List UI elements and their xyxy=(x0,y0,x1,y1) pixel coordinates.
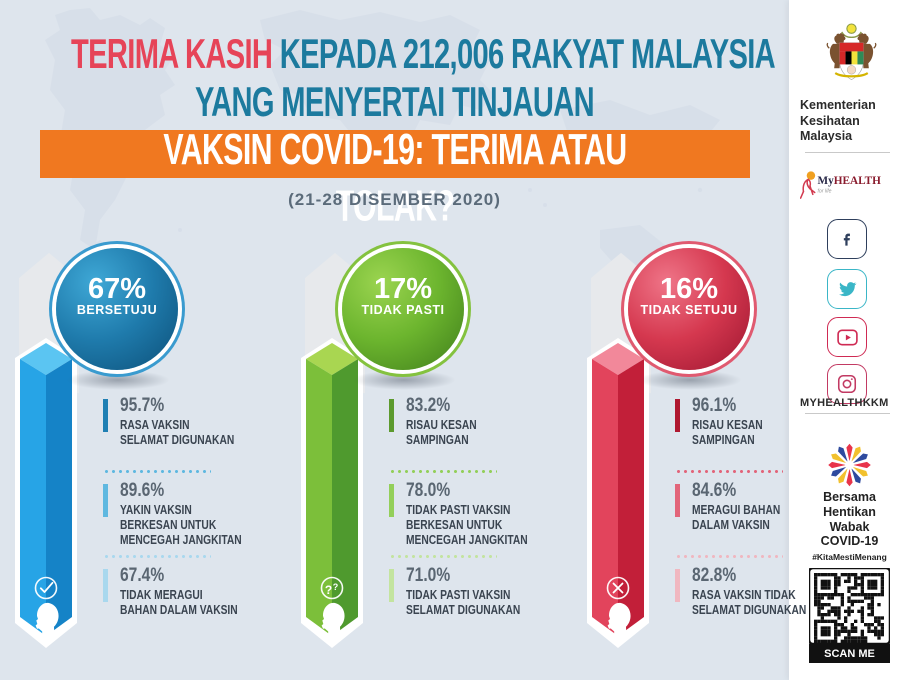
svg-text:?: ? xyxy=(325,583,332,597)
svg-text:?: ? xyxy=(333,582,339,592)
svg-text:MyHEALTH: MyHEALTH xyxy=(818,175,882,187)
svg-text:for life: for life xyxy=(818,189,832,195)
